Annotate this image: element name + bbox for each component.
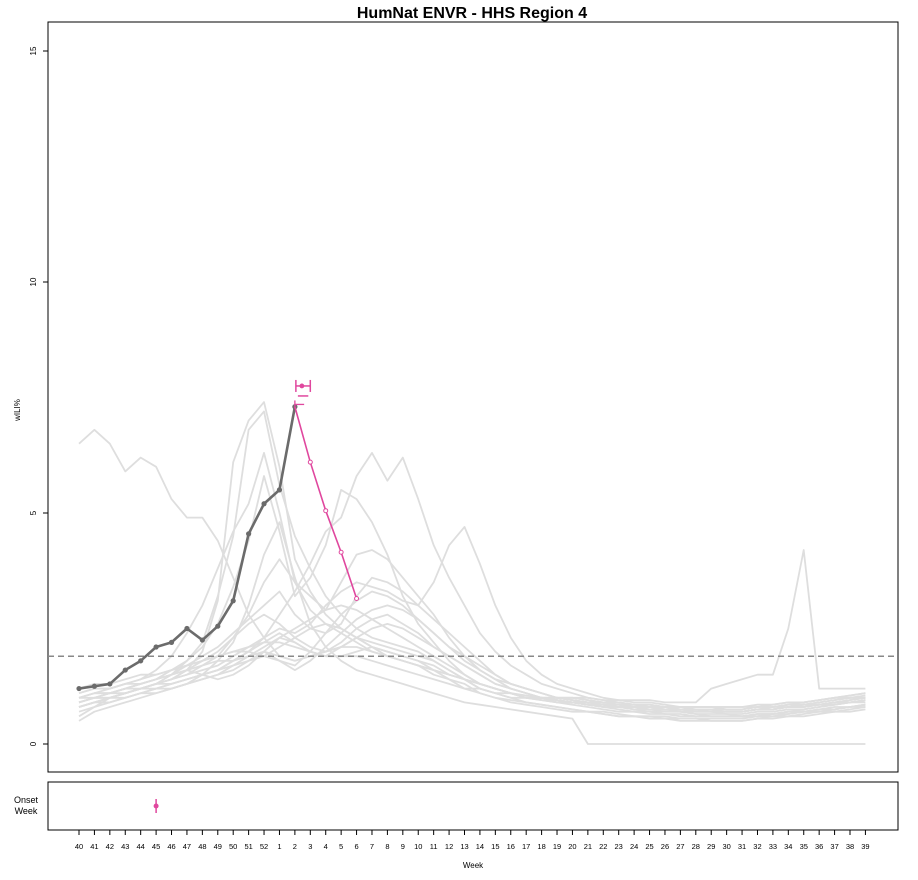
x-tick-label: 29 — [707, 842, 715, 851]
x-tick-label: 42 — [106, 842, 114, 851]
observed-point — [215, 623, 221, 629]
observed-point — [122, 667, 128, 673]
x-tick-label: 20 — [568, 842, 576, 851]
x-tick-label: 2 — [293, 842, 297, 851]
observed-point — [230, 598, 236, 604]
x-tick-label: 23 — [615, 842, 623, 851]
y-tick-label: 15 — [29, 46, 38, 55]
observed-point — [153, 644, 159, 650]
history-line — [78, 451, 866, 720]
x-tick-label: 6 — [354, 842, 358, 851]
chart-title: HumNat ENVR - HHS Region 4 — [357, 5, 587, 22]
x-tick-label: 3 — [308, 842, 312, 851]
history-line — [78, 632, 866, 711]
x-tick-label: 43 — [121, 842, 129, 851]
observed-point — [168, 639, 175, 645]
x-tick-label: 21 — [584, 842, 592, 851]
x-tick-label: 14 — [476, 842, 484, 851]
x-tick-label: 37 — [830, 842, 838, 851]
x-tick-label: 15 — [491, 842, 499, 851]
forecast-point — [354, 595, 360, 601]
x-tick-label: 39 — [861, 842, 869, 851]
history-line — [78, 410, 866, 722]
x-tick-label: 50 — [229, 842, 237, 851]
observed-point — [276, 487, 283, 493]
x-tick-label: 18 — [537, 842, 545, 851]
history-line — [78, 549, 866, 704]
x-tick-label: 31 — [738, 842, 746, 851]
plot-frame — [47, 21, 899, 773]
x-tick-label: 22 — [599, 842, 607, 851]
history-line — [78, 604, 866, 713]
observed-line — [78, 406, 297, 690]
history-series — [78, 401, 866, 745]
x-tick-label: 32 — [753, 842, 761, 851]
forecast-series — [294, 406, 360, 601]
history-line — [78, 521, 866, 745]
observed-point — [107, 681, 113, 687]
x-tick-label: 11 — [430, 842, 438, 851]
peak-height-point — [299, 383, 305, 389]
x-tick-label: 8 — [385, 842, 389, 851]
x-tick-label: 7 — [370, 842, 374, 851]
x-tick-label: 30 — [722, 842, 730, 851]
x-tick-label: 17 — [522, 842, 530, 851]
onset-frame — [47, 781, 899, 831]
history-line — [78, 549, 866, 718]
observed-point — [91, 683, 98, 689]
peak-predictions — [294, 379, 312, 409]
x-tick-label: 47 — [183, 842, 191, 851]
x-axis-ticks: 40 41 42 43 44 45 46 47 48 49 50 51 52 1 2 3 4 5 6 7 8 9 10 11 1… — [75, 830, 870, 851]
x-tick-label: 35 — [800, 842, 808, 851]
x-tick-label: 26 — [661, 842, 669, 851]
x-tick-label: 44 — [137, 842, 145, 851]
observed-series — [76, 404, 298, 692]
x-tick-label: 19 — [553, 842, 561, 851]
onset-point — [153, 803, 159, 809]
x-tick-label: 33 — [769, 842, 777, 851]
x-tick-label: 40 — [75, 842, 83, 851]
x-tick-label: 52 — [260, 842, 268, 851]
onset-label-line2: Week — [15, 806, 38, 816]
y-tick-label: 5 — [29, 510, 38, 515]
observed-point — [246, 531, 252, 537]
y-tick-label: 10 — [29, 277, 38, 286]
x-tick-label: 1 — [277, 842, 281, 851]
y-axis-ticks: 0 5 10 15 — [29, 46, 48, 746]
x-tick-label: 41 — [90, 842, 98, 851]
onset-prediction — [153, 799, 159, 813]
onset-label-line1: Onset — [14, 795, 39, 805]
x-tick-label: 4 — [324, 842, 328, 851]
x-tick-label: 36 — [815, 842, 823, 851]
observed-point — [261, 501, 267, 507]
y-axis-label: wILI% — [13, 399, 22, 422]
observed-point — [199, 637, 205, 643]
x-tick-label: 45 — [152, 842, 160, 851]
observed-point — [138, 658, 144, 664]
x-tick-label: 12 — [445, 842, 453, 851]
x-tick-label: 24 — [630, 842, 638, 851]
observed-point — [184, 625, 190, 632]
y-tick-label: 0 — [29, 741, 38, 746]
x-tick-label: 48 — [198, 842, 206, 851]
x-axis-label: Week — [463, 861, 484, 870]
forecast-point — [323, 508, 329, 514]
x-tick-label: 38 — [846, 842, 854, 851]
x-tick-label: 51 — [244, 842, 252, 851]
forecast-point — [338, 549, 344, 555]
x-tick-label: 49 — [214, 842, 222, 851]
x-tick-label: 5 — [339, 842, 343, 851]
x-tick-label: 34 — [784, 842, 792, 851]
x-tick-label: 16 — [507, 842, 515, 851]
x-tick-label: 46 — [167, 842, 175, 851]
x-tick-label: 13 — [460, 842, 468, 851]
observed-point — [76, 685, 82, 692]
x-tick-label: 28 — [692, 842, 700, 851]
x-tick-label: 10 — [414, 842, 422, 851]
x-tick-label: 27 — [676, 842, 684, 851]
x-tick-label: 9 — [401, 842, 405, 851]
x-tick-label: 25 — [645, 842, 653, 851]
forecast-point — [307, 459, 313, 465]
